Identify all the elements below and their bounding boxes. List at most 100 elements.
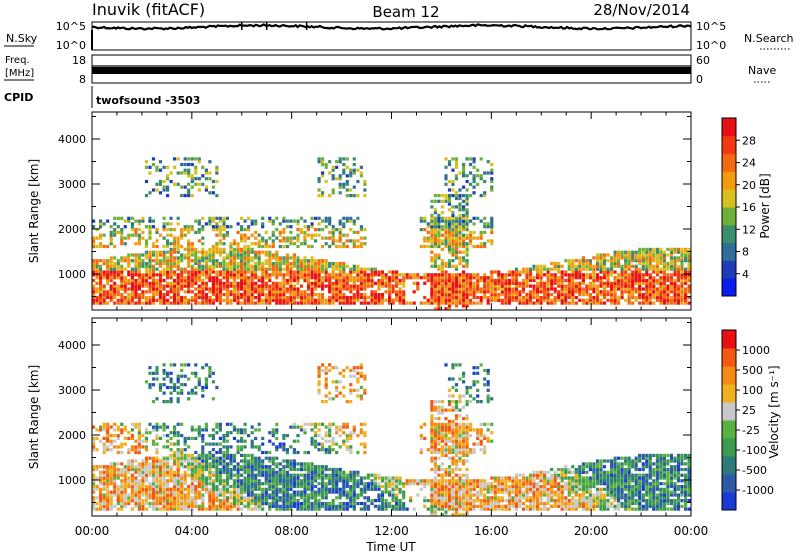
range-cell xyxy=(335,388,339,392)
range-cell xyxy=(201,388,205,392)
range-cell xyxy=(148,385,152,390)
range-cell xyxy=(634,267,638,271)
range-cell xyxy=(321,295,325,300)
range-cell xyxy=(109,295,113,300)
range-cell xyxy=(483,222,487,226)
range-cell xyxy=(155,501,159,506)
range-cell xyxy=(292,496,296,500)
range-cell xyxy=(208,264,212,268)
range-cell xyxy=(158,182,163,186)
range-cell xyxy=(638,261,642,266)
range-cell xyxy=(194,273,198,277)
range-cell xyxy=(617,253,621,257)
range-cell xyxy=(669,290,674,294)
range-cell xyxy=(201,236,205,240)
range-cell xyxy=(106,448,110,452)
range-cell xyxy=(225,281,230,285)
range-cell xyxy=(606,259,610,263)
range-cell xyxy=(151,479,156,483)
range-cell xyxy=(356,270,360,274)
range-cell xyxy=(296,467,300,472)
range-cell xyxy=(225,462,230,466)
range-cell xyxy=(169,473,173,477)
range-cell xyxy=(166,439,170,443)
range-cell xyxy=(144,496,149,500)
range-cell xyxy=(162,261,166,266)
range-cell xyxy=(236,499,240,503)
range-cell xyxy=(349,473,353,477)
range-cell xyxy=(676,290,681,294)
range-cell xyxy=(236,428,240,432)
range-cell xyxy=(190,225,194,229)
range-cell xyxy=(543,293,547,297)
range-cell xyxy=(180,162,184,167)
range-cell xyxy=(183,298,187,302)
range-cell xyxy=(324,434,328,438)
range-cell xyxy=(254,462,258,466)
range-cell xyxy=(144,487,149,491)
range-cell xyxy=(247,247,251,252)
range-cell xyxy=(680,298,684,302)
range-cell xyxy=(176,507,180,511)
range-cell xyxy=(282,259,286,263)
range-cell xyxy=(543,295,547,300)
range-cell xyxy=(232,496,237,500)
range-cell xyxy=(370,484,374,489)
range-cell xyxy=(581,281,585,285)
range-cell xyxy=(211,470,215,474)
range-cell xyxy=(321,278,325,283)
range-cell xyxy=(391,276,395,280)
range-cell xyxy=(595,267,600,271)
range-cell xyxy=(183,473,187,477)
range-cell xyxy=(335,470,339,474)
range-cell xyxy=(120,501,124,506)
range-cell xyxy=(335,482,339,486)
range-cell xyxy=(222,256,226,260)
range-cell xyxy=(292,242,296,246)
range-cell xyxy=(606,276,610,280)
range-cell xyxy=(437,228,441,232)
range-cell xyxy=(173,501,177,506)
range-cell xyxy=(173,301,177,305)
range-cell xyxy=(190,250,194,254)
range-cell xyxy=(275,490,279,494)
range-cell xyxy=(433,230,437,235)
range-cell xyxy=(183,290,187,294)
range-cell xyxy=(655,290,659,294)
range-cell xyxy=(282,436,286,441)
range-cell xyxy=(211,504,215,508)
range-cell xyxy=(356,470,360,474)
range-cell xyxy=(137,445,141,449)
range-cell xyxy=(204,264,208,268)
range-cell xyxy=(342,293,346,297)
range-cell xyxy=(359,244,363,249)
range-cell xyxy=(271,270,275,274)
range-cell xyxy=(314,298,318,302)
range-cell xyxy=(472,301,476,305)
range-cell xyxy=(180,270,184,274)
range-cell xyxy=(158,270,163,274)
range-cell xyxy=(120,239,124,243)
range-cell xyxy=(120,259,124,263)
range-cell xyxy=(430,284,434,288)
range-cell xyxy=(166,284,170,288)
range-cell xyxy=(363,284,367,288)
range-cell xyxy=(328,244,332,249)
range-cell xyxy=(359,479,363,483)
range-cell xyxy=(155,244,159,249)
range-cell xyxy=(180,501,184,506)
range-cell xyxy=(169,273,173,277)
range-cell xyxy=(282,493,286,497)
range-cell xyxy=(176,380,180,384)
range-cell xyxy=(222,462,226,466)
range-cell xyxy=(190,459,194,463)
range-cell xyxy=(254,476,258,480)
range-cell xyxy=(162,504,166,508)
range-cell xyxy=(236,470,240,474)
range-cell xyxy=(684,256,688,260)
range-cell xyxy=(240,287,244,291)
range-cell xyxy=(426,239,430,243)
range-cell xyxy=(106,504,110,508)
range-cell xyxy=(338,228,342,232)
range-cell xyxy=(493,281,497,285)
